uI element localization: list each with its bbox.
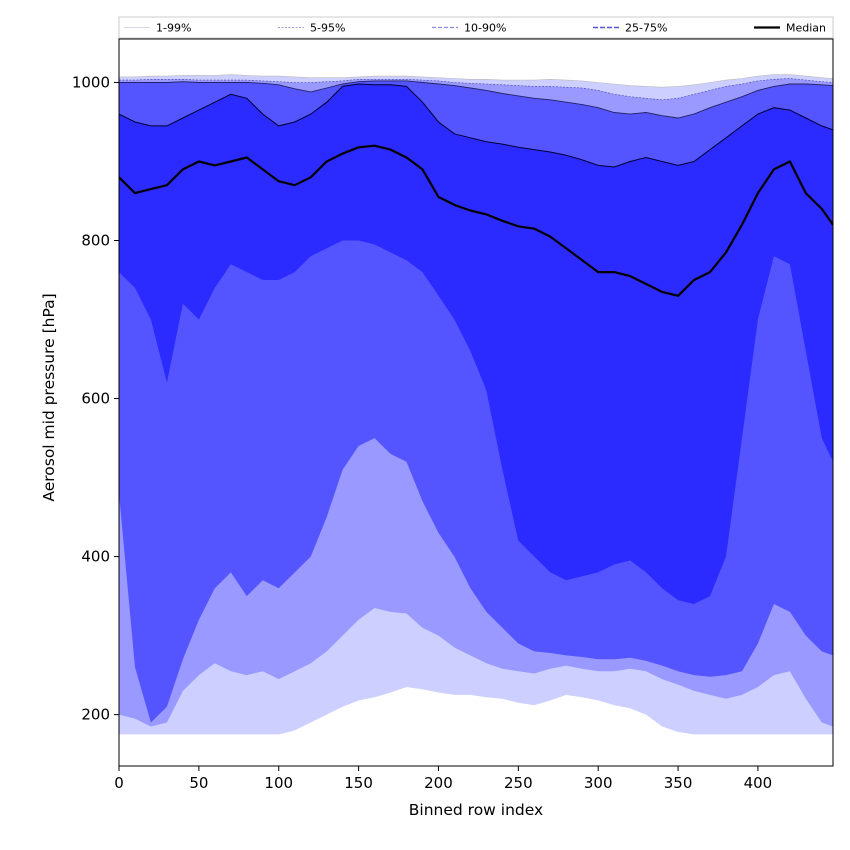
- y-axis-label: Aerosol mid pressure [hPa]: [40, 293, 58, 501]
- legend: 1-99% 5-95% 10-90% 25-75% Median: [118, 16, 834, 39]
- y-axis-ticks: 200 400 600 800 1000: [72, 73, 119, 724]
- x-tick-label: 300: [584, 774, 613, 792]
- x-tick-label: 0: [114, 774, 124, 792]
- x-tick-label: 350: [664, 774, 693, 792]
- plot-frame: [118, 38, 834, 767]
- x-tick-label: 150: [344, 774, 373, 792]
- legend-label: 1-99%: [156, 22, 191, 35]
- median-line-group: [119, 144, 833, 297]
- x-axis-ticks: 0 50 100 150 200 250 300 350 400: [114, 766, 772, 792]
- band-edges: [119, 74, 833, 168]
- y-tick-label: 200: [81, 706, 110, 724]
- legend-box: [118, 16, 834, 39]
- legend-label: Median: [786, 22, 826, 35]
- x-tick-label: 200: [424, 774, 453, 792]
- band-upper-edge: [119, 83, 833, 168]
- x-tick-label: 100: [264, 774, 293, 792]
- band-upper-edge: [119, 74, 833, 88]
- y-tick-label: 400: [81, 548, 110, 566]
- band-upper-edge: [119, 78, 833, 101]
- legend-label: 25-75%: [625, 22, 667, 35]
- x-tick-label: 400: [744, 774, 773, 792]
- x-tick-label: 250: [504, 774, 533, 792]
- y-tick-label: 1000: [72, 73, 110, 91]
- y-tick-label: 800: [81, 232, 110, 250]
- median-line: [119, 144, 833, 297]
- x-tick-label: 50: [189, 774, 208, 792]
- band-25-75pct: [119, 84, 833, 604]
- legend-label: 5-95%: [310, 22, 345, 35]
- percentile-bands: [119, 74, 833, 735]
- legend-label: 10-90%: [464, 22, 506, 35]
- y-tick-label: 600: [81, 390, 110, 408]
- band-upper-edge: [119, 80, 833, 119]
- x-axis-label: Binned row index: [409, 801, 543, 819]
